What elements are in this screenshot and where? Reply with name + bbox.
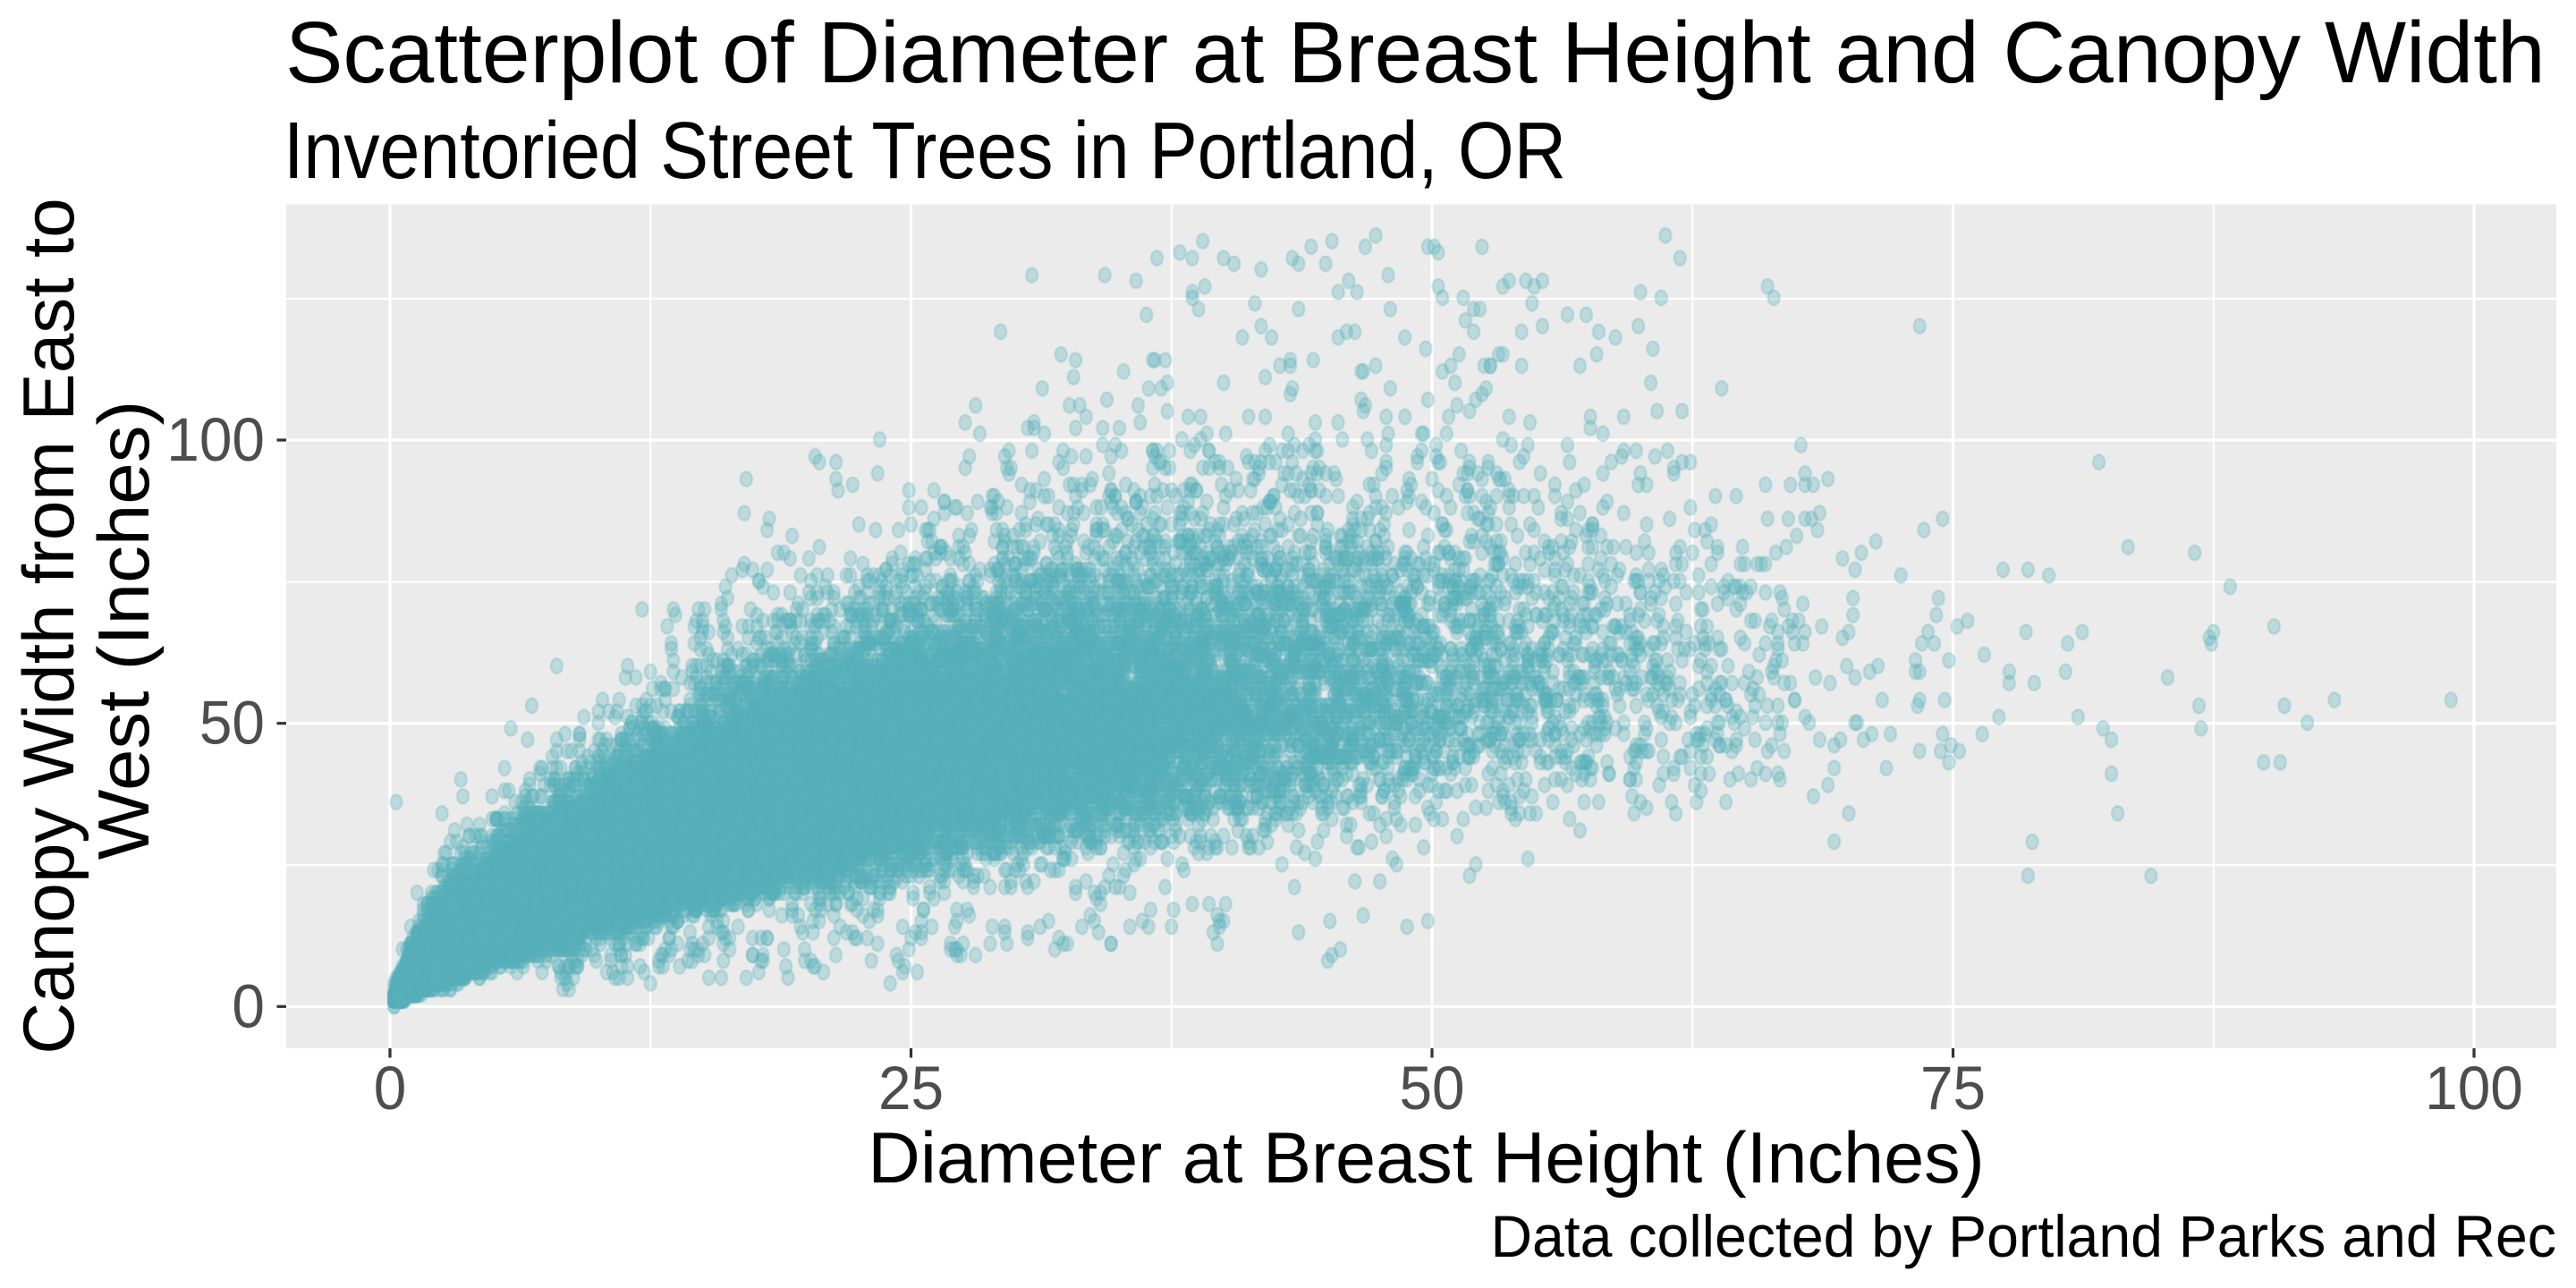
svg-text:100: 100 bbox=[166, 406, 265, 475]
svg-text:25: 25 bbox=[878, 1055, 944, 1123]
svg-text:Canopy Width from East to: Canopy Width from East to bbox=[9, 198, 90, 1054]
svg-text:Diameter at Breast Height (Inc: Diameter at Breast Height (Inches) bbox=[868, 1118, 1984, 1199]
svg-text:West (Inches): West (Inches) bbox=[83, 401, 165, 860]
svg-text:Inventoried Street Trees in Po: Inventoried Street Trees in Portland, OR bbox=[284, 106, 1566, 196]
svg-text:Scatterplot of Diameter at Bre: Scatterplot of Diameter at Breast Height… bbox=[285, 4, 2546, 102]
svg-text:75: 75 bbox=[1920, 1055, 1986, 1123]
svg-text:Data collected by Portland Par: Data collected by Portland Parks and Rec bbox=[1491, 1203, 2556, 1269]
svg-text:0: 0 bbox=[232, 972, 265, 1041]
svg-text:50: 50 bbox=[1399, 1055, 1464, 1123]
svg-text:100: 100 bbox=[2425, 1055, 2523, 1123]
svg-text:0: 0 bbox=[374, 1055, 407, 1123]
svg-text:50: 50 bbox=[199, 689, 265, 758]
